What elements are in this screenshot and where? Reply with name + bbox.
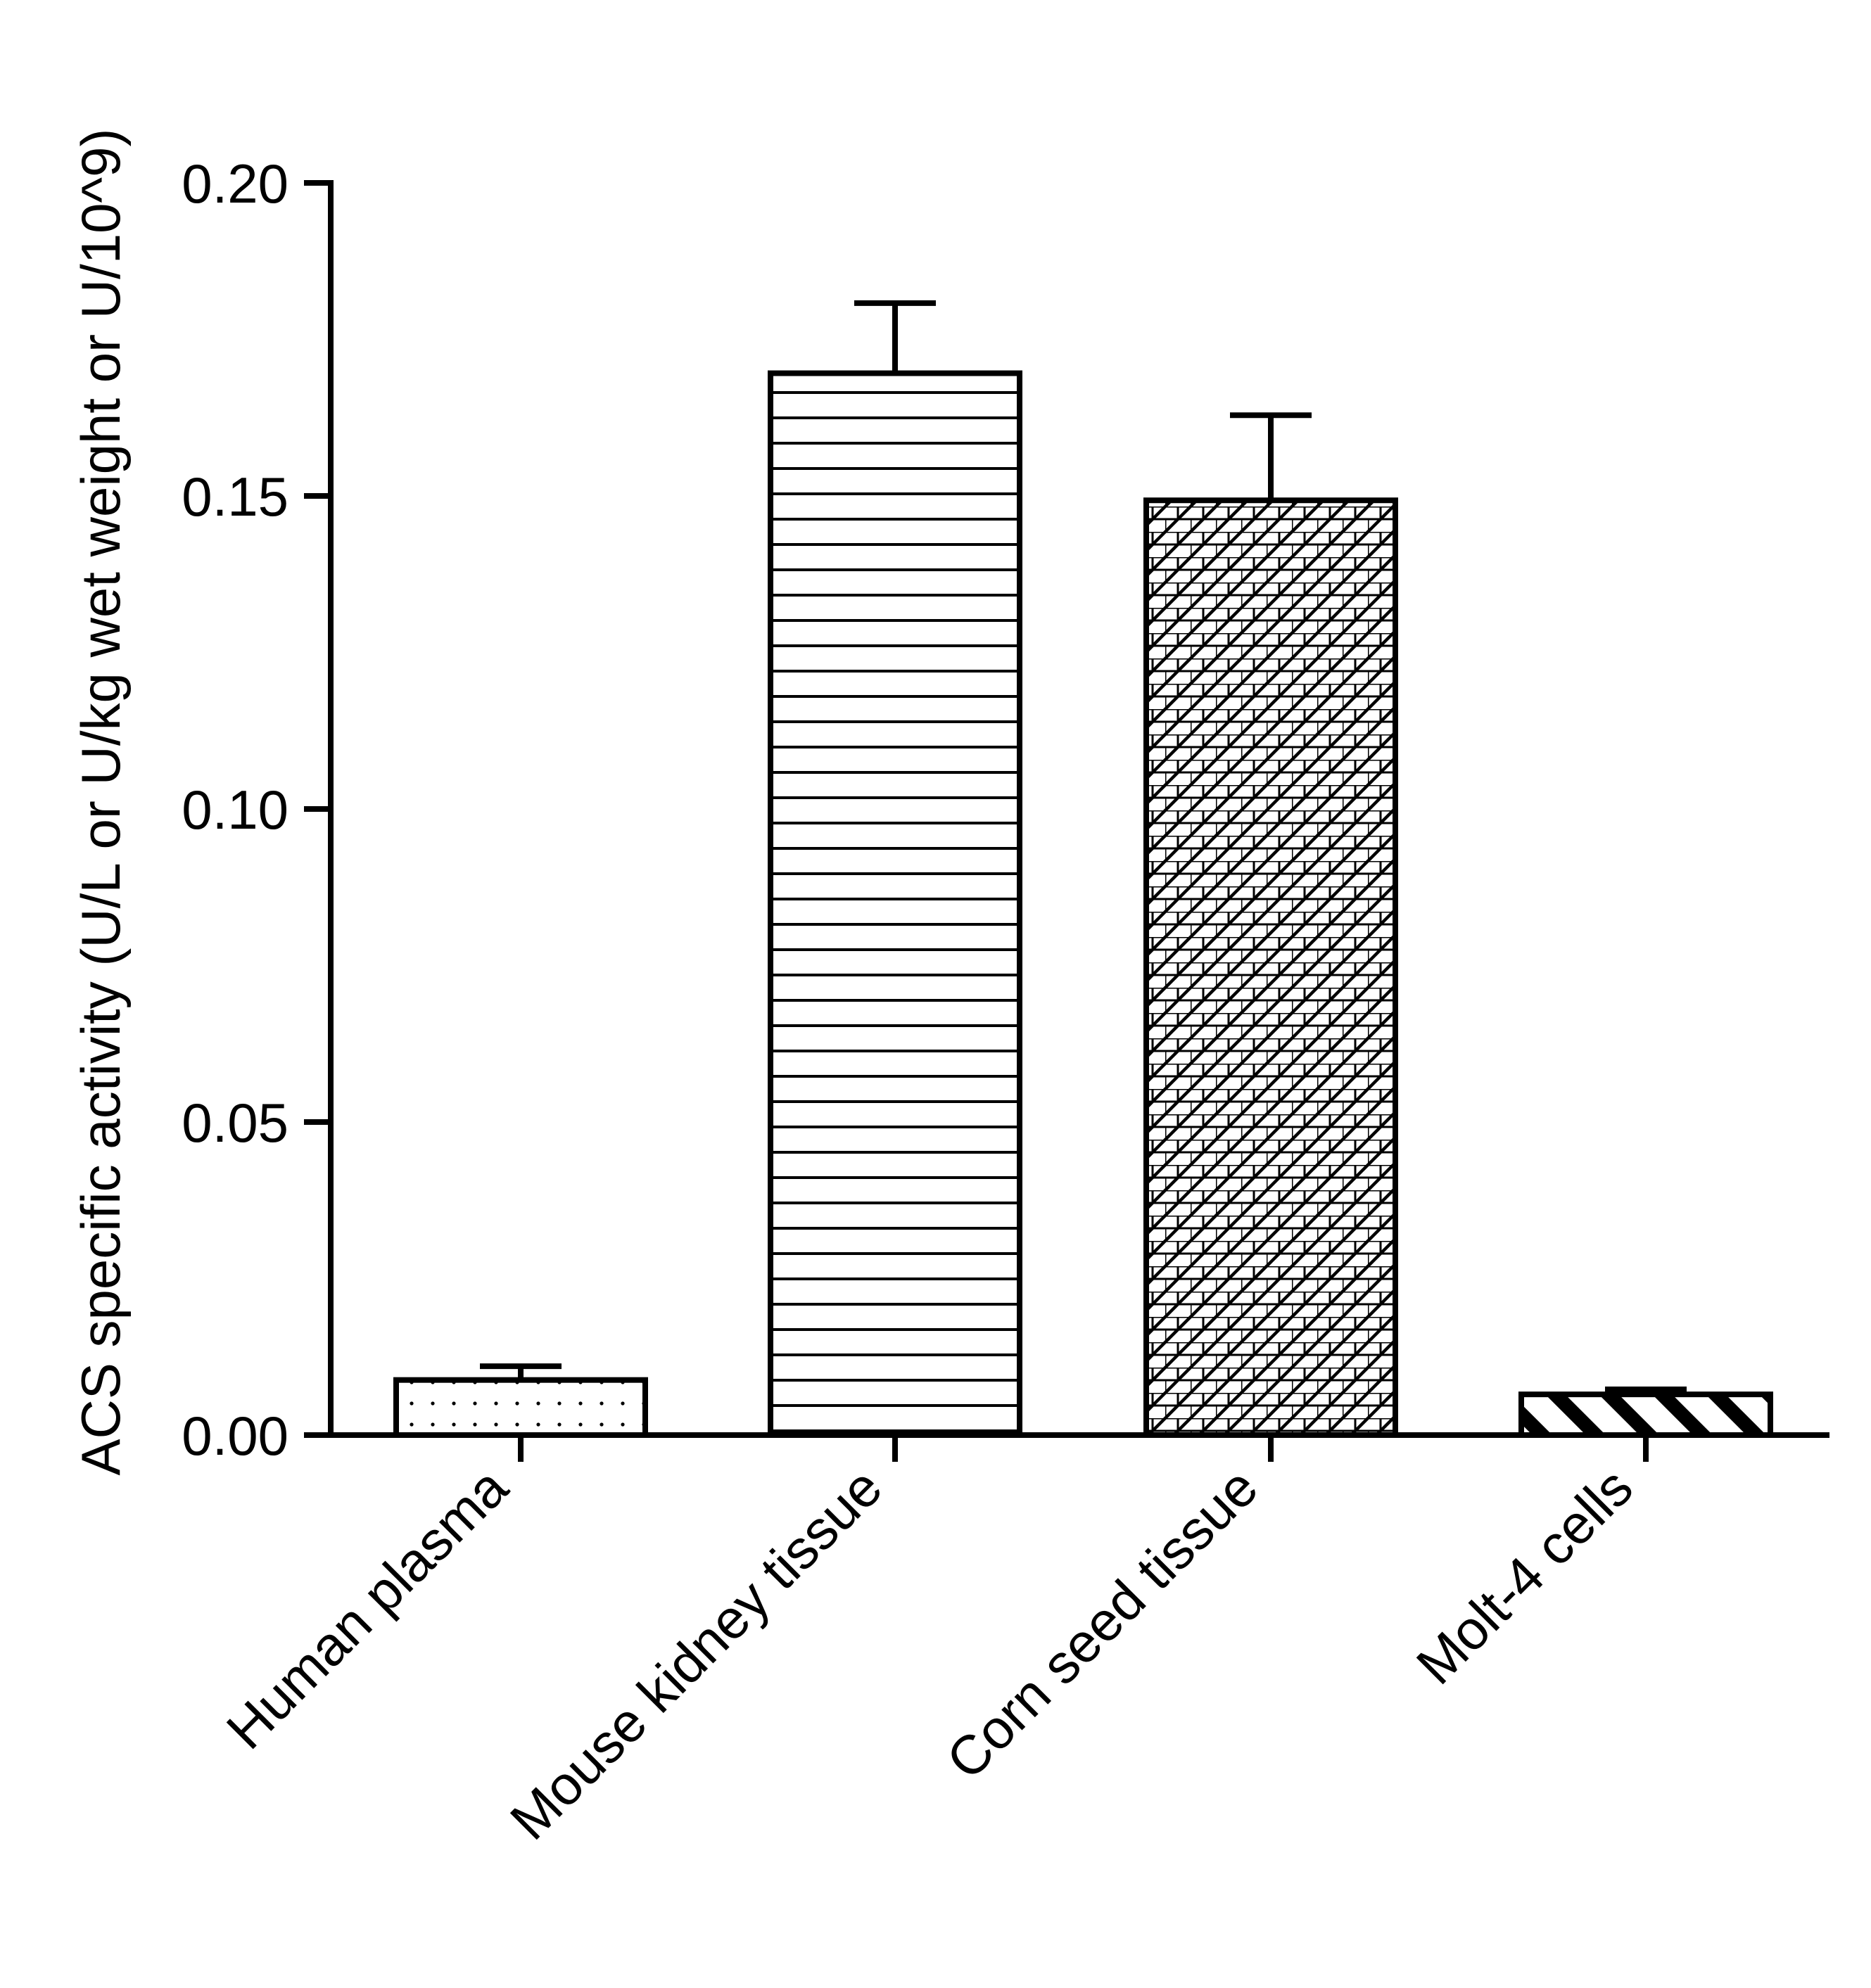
y-tick-label: 0.10 bbox=[182, 779, 288, 841]
y-tick-label: 0.05 bbox=[182, 1092, 288, 1154]
bar-corn-seed-tissue bbox=[1143, 497, 1398, 1438]
x-category-label: Molt-4 cells bbox=[1404, 1456, 1644, 1696]
y-axis-title: ACS specific activity (U/L or U/kg wet w… bbox=[70, 129, 132, 1476]
x-category-label: Mouse kidney tissue bbox=[498, 1456, 894, 1852]
y-tick-label: 0.20 bbox=[182, 153, 288, 215]
y-tick-label: 0.00 bbox=[182, 1405, 288, 1467]
bar-molt-4-cells bbox=[1518, 1391, 1773, 1439]
bar-mouse-kidney-tissue bbox=[768, 370, 1022, 1438]
bar-human-plasma bbox=[393, 1377, 648, 1439]
x-category-label: Human plasma bbox=[215, 1455, 520, 1761]
x-category-label: Corn seed tissue bbox=[934, 1456, 1269, 1791]
y-tick-label: 0.15 bbox=[182, 466, 288, 528]
